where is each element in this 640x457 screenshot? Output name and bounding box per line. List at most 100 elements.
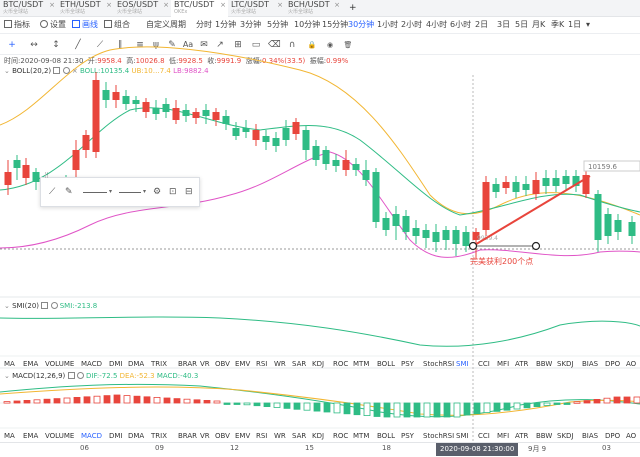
pencil-icon[interactable]: ✎ — [65, 187, 73, 197]
indicator-option[interactable]: DPO — [605, 360, 621, 368]
indicator-option[interactable]: SKDJ — [557, 360, 574, 368]
indicator-button[interactable]: 指标 — [4, 19, 30, 31]
period-button[interactable]: 10分钟 — [294, 20, 321, 29]
measure-icon[interactable]: ⊞ — [234, 40, 242, 50]
settings-icon[interactable] — [50, 302, 58, 309]
period-button[interactable]: 5分钟 — [267, 20, 289, 29]
indicator-option[interactable]: EMV — [235, 432, 251, 440]
indicator-option[interactable]: WR — [274, 432, 286, 440]
indicator-option[interactable]: EMA — [23, 360, 39, 368]
indicator-option[interactable]: TRIX — [151, 432, 167, 440]
drag-handle-icon[interactable]: ⠿ — [44, 172, 50, 180]
indicator-option[interactable]: PSY — [401, 360, 414, 368]
period-button[interactable]: 2小时 — [401, 20, 423, 29]
indicator-option[interactable]: EMA — [23, 432, 39, 440]
collapse-icon[interactable]: ⌄ — [4, 302, 10, 310]
collapse-icon[interactable]: ⌄ — [4, 372, 10, 380]
indicator-option[interactable]: VOLUME — [45, 360, 75, 368]
settings-button[interactable]: 设置 — [40, 19, 66, 31]
symbol-tab[interactable]: BTC/USDT OKEx × — [171, 0, 228, 17]
note-icon[interactable]: ✉ — [200, 40, 208, 50]
symbol-tab[interactable]: LTC/USDT 火币全球站 × — [228, 0, 285, 17]
chevron-down-icon[interactable]: ▾ — [586, 20, 591, 29]
indicator-option[interactable]: BOLL — [377, 360, 395, 368]
indicator-option[interactable]: MFI — [497, 360, 510, 368]
indicator-option[interactable]: BRAR — [178, 432, 198, 440]
indicator-option[interactable]: VR — [200, 360, 210, 368]
close-icon[interactable]: × — [334, 1, 340, 9]
period-button[interactable]: 月K — [532, 20, 546, 29]
pitchfork-icon[interactable]: ψ — [153, 40, 159, 50]
indicator-option[interactable]: EMV — [235, 360, 251, 368]
trash-icon[interactable]: 🗑 — [343, 41, 353, 49]
indicator-option[interactable]: DMA — [128, 432, 145, 440]
chevron-down-icon[interactable]: ▾ — [109, 188, 113, 195]
close-icon[interactable]: × — [163, 1, 169, 9]
indicator-option[interactable]: SAR — [292, 360, 307, 368]
indicator-option[interactable]: BBW — [536, 432, 553, 440]
period-button[interactable]: 1分钟 — [215, 20, 237, 29]
indicator-option[interactable]: DMI — [109, 432, 123, 440]
custom-period-button[interactable]: 自定义周期 — [146, 20, 186, 29]
close-icon[interactable]: × — [277, 1, 283, 9]
indicator-option[interactable]: MTM — [353, 360, 370, 368]
vertical-line-icon[interactable]: ↕ — [52, 40, 60, 50]
lock-icon[interactable]: ⊡ — [169, 187, 177, 197]
indicator-option[interactable]: ATR — [515, 360, 529, 368]
indicator-option[interactable]: MTM — [353, 432, 370, 440]
visibility-icon[interactable] — [41, 302, 49, 309]
indicator-option[interactable]: MFI — [497, 432, 510, 440]
chevron-down-icon[interactable]: ▾ — [143, 188, 147, 195]
indicator-option[interactable]: BRAR — [178, 360, 198, 368]
indicator-option[interactable]: CCI — [478, 360, 490, 368]
indicator-option[interactable]: BIAS — [582, 360, 599, 368]
indicator-option[interactable]: OBV — [215, 432, 230, 440]
close-icon[interactable]: × — [106, 1, 112, 9]
indicator-option[interactable]: SMI — [456, 360, 469, 368]
indicator-option[interactable]: VR — [200, 432, 210, 440]
indicator-option[interactable]: SKDJ — [557, 432, 574, 440]
rect-icon[interactable]: ▭ — [251, 40, 261, 50]
close-icon[interactable]: × — [71, 67, 78, 75]
add-tab-button[interactable]: + — [349, 3, 357, 13]
period-button[interactable]: 季K — [551, 20, 565, 29]
period-button[interactable]: 5日 — [515, 20, 529, 29]
indicator-option[interactable]: MA — [4, 360, 15, 368]
settings-icon[interactable] — [62, 67, 70, 74]
symbol-tab[interactable]: BTC/USDT 火币全球站 × — [0, 0, 57, 17]
collapse-icon[interactable]: ⌄ — [4, 67, 10, 75]
indicator-option[interactable]: SMI — [456, 432, 469, 440]
eye-icon[interactable]: ◉ — [326, 41, 334, 49]
indicator-option[interactable]: AO — [626, 432, 637, 440]
line-width-swatch[interactable] — [119, 192, 141, 193]
period-button[interactable]: 1日 — [568, 20, 582, 29]
indicator-option[interactable]: TRIX — [151, 360, 167, 368]
ray-icon[interactable]: ╱ — [75, 40, 81, 50]
line-color-swatch[interactable] — [83, 192, 107, 193]
period-button[interactable]: 15分钟 — [322, 20, 349, 29]
period-button[interactable]: 4小时 — [426, 20, 448, 29]
indicator-option[interactable]: SAR — [292, 432, 307, 440]
indicator-option[interactable]: DMI — [109, 360, 123, 368]
indicator-option[interactable]: MACD — [81, 360, 102, 368]
indicator-option[interactable]: ROC — [333, 360, 349, 368]
indicator-option[interactable]: KDJ — [312, 432, 325, 440]
period-button[interactable]: 3日 — [497, 20, 511, 29]
trend-line-icon[interactable]: ⟋ — [96, 40, 104, 50]
indicator-option[interactable]: BBW — [536, 360, 553, 368]
indicator-option[interactable]: PSY — [401, 432, 414, 440]
fib-icon[interactable]: ≡ — [136, 40, 144, 50]
indicator-option[interactable]: VOLUME — [45, 432, 75, 440]
indicator-option[interactable]: BOLL — [377, 432, 395, 440]
indicator-option[interactable]: StochRSI — [423, 360, 455, 368]
arrow-icon[interactable]: ↗ — [216, 40, 224, 50]
combo-button[interactable]: 组合 — [104, 19, 130, 31]
period-button[interactable]: 分时 — [196, 20, 212, 29]
close-icon[interactable]: × — [49, 1, 55, 9]
symbol-tab[interactable]: BCH/USDT 火币全球站 × — [285, 0, 342, 17]
symbol-tab[interactable]: ETH/USDT 火币全球站 × — [57, 0, 114, 17]
brush-icon[interactable]: ⟋ — [49, 187, 56, 197]
indicator-option[interactable]: KDJ — [312, 360, 325, 368]
indicator-option[interactable]: DMA — [128, 360, 145, 368]
indicator-option[interactable]: RSI — [256, 360, 268, 368]
